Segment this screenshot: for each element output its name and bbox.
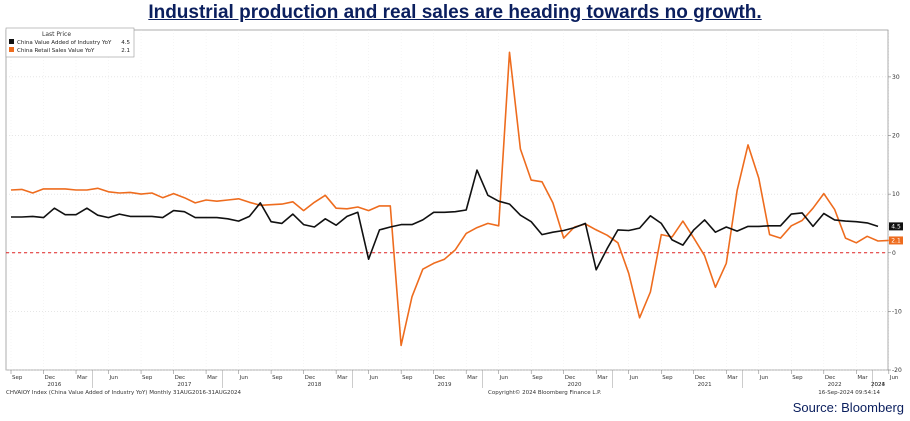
legend-swatch-retail xyxy=(9,47,14,52)
footer-copyright: Copyright© 2024 Bloomberg Finance L.P. xyxy=(488,390,602,396)
x-year-label: 2020 xyxy=(568,382,582,388)
legend-label-retail: China Retail Sales Value YoY xyxy=(17,48,95,54)
x-tick-label: Dec xyxy=(565,375,576,381)
x-tick-label: Sep xyxy=(402,375,413,381)
x-year-label: 2017 xyxy=(177,382,191,388)
legend-header: Last Price xyxy=(42,31,71,38)
y-tick-label: 0 xyxy=(892,250,896,257)
series-layer xyxy=(10,51,889,347)
legend-swatch-industry xyxy=(9,39,14,44)
x-tick-label: Mar xyxy=(727,375,738,381)
x-tick-label: Mar xyxy=(207,375,218,381)
grid-lines xyxy=(6,30,890,371)
y-tick-label: -20 xyxy=(892,367,902,374)
x-tick-label: Jun xyxy=(499,375,509,381)
x-tick-label: Jun xyxy=(239,375,249,381)
x-tick-label: Mar xyxy=(857,375,868,381)
x-tick-label: Jun xyxy=(759,375,769,381)
x-tick-label: Sep xyxy=(662,375,673,381)
x-year-label: 2023 xyxy=(871,382,885,388)
x-tick-label: Dec xyxy=(175,375,186,381)
x-tick-label: Jun xyxy=(629,375,639,381)
x-tick-label: Dec xyxy=(695,375,706,381)
x-tick-label: Mar xyxy=(467,375,478,381)
x-tick-label: Sep xyxy=(792,375,803,381)
x-year-label: 2022 xyxy=(828,382,842,388)
legend-value-industry: 4.5 xyxy=(121,40,130,46)
legend: Last Price China Value Added of Industry… xyxy=(5,27,135,58)
chart-title: Industrial production and real sales are… xyxy=(148,2,762,23)
last-value-label-retail: 2.1 xyxy=(891,237,901,244)
legend-value-retail: 2.1 xyxy=(121,48,130,54)
x-year-label: 2021 xyxy=(698,382,712,388)
x-year-label: 2024 xyxy=(871,382,885,388)
x-tick-label: Sep xyxy=(12,375,23,381)
y-tick-label: 20 xyxy=(892,133,900,140)
footer-index-note: CHVAIOY Index (China Value Added of Indu… xyxy=(6,390,242,396)
last-value-tags: 2.1 4.5 xyxy=(889,222,903,245)
source-note: Source: Bloomberg xyxy=(792,400,904,415)
legend-box xyxy=(5,27,135,58)
x-tick-label: Mar xyxy=(77,375,88,381)
x-tick-label: Sep xyxy=(532,375,543,381)
last-value-tag-industry xyxy=(889,222,903,231)
x-year-label: 2019 xyxy=(438,382,452,388)
x-tick-label: Dec xyxy=(825,375,836,381)
x-tick-label: Mar xyxy=(597,375,608,381)
y-tick-label: 30 xyxy=(892,74,900,81)
y-axis: 30 20 10 0 -10 -20 xyxy=(888,74,902,374)
plot-frame xyxy=(5,29,889,371)
x-tick-label: Jun xyxy=(109,375,119,381)
last-value-tag-retail xyxy=(889,236,903,245)
x-tick-label: Jun xyxy=(369,375,379,381)
x-tick-label: Mar xyxy=(337,375,348,381)
x-axis: Sep Dec Mar Jun Sep Dec Mar Jun Sep Dec Mar Jun Sep D… xyxy=(10,370,899,388)
last-value-label-industry: 4.5 xyxy=(891,223,901,230)
x-year-label: 2016 xyxy=(47,382,61,388)
x-tick-label: Dec xyxy=(305,375,316,381)
series-line-industry xyxy=(11,169,879,271)
legend-label-industry: China Value Added of Industry YoY xyxy=(17,40,112,46)
y-tick-label: -10 xyxy=(892,308,902,315)
x-tick-label: Sep xyxy=(272,375,283,381)
x-tick-label: Jun xyxy=(889,375,899,381)
x-tick-label: Dec xyxy=(45,375,56,381)
x-year-label: 2018 xyxy=(307,382,321,388)
x-tick-label: Sep xyxy=(142,375,153,381)
series-line-retail xyxy=(10,51,889,347)
y-tick-label: 10 xyxy=(892,191,900,198)
x-tick-label: Dec xyxy=(435,375,446,381)
footer-timestamp: 16-Sep-2024 09:54:14 xyxy=(818,390,880,396)
